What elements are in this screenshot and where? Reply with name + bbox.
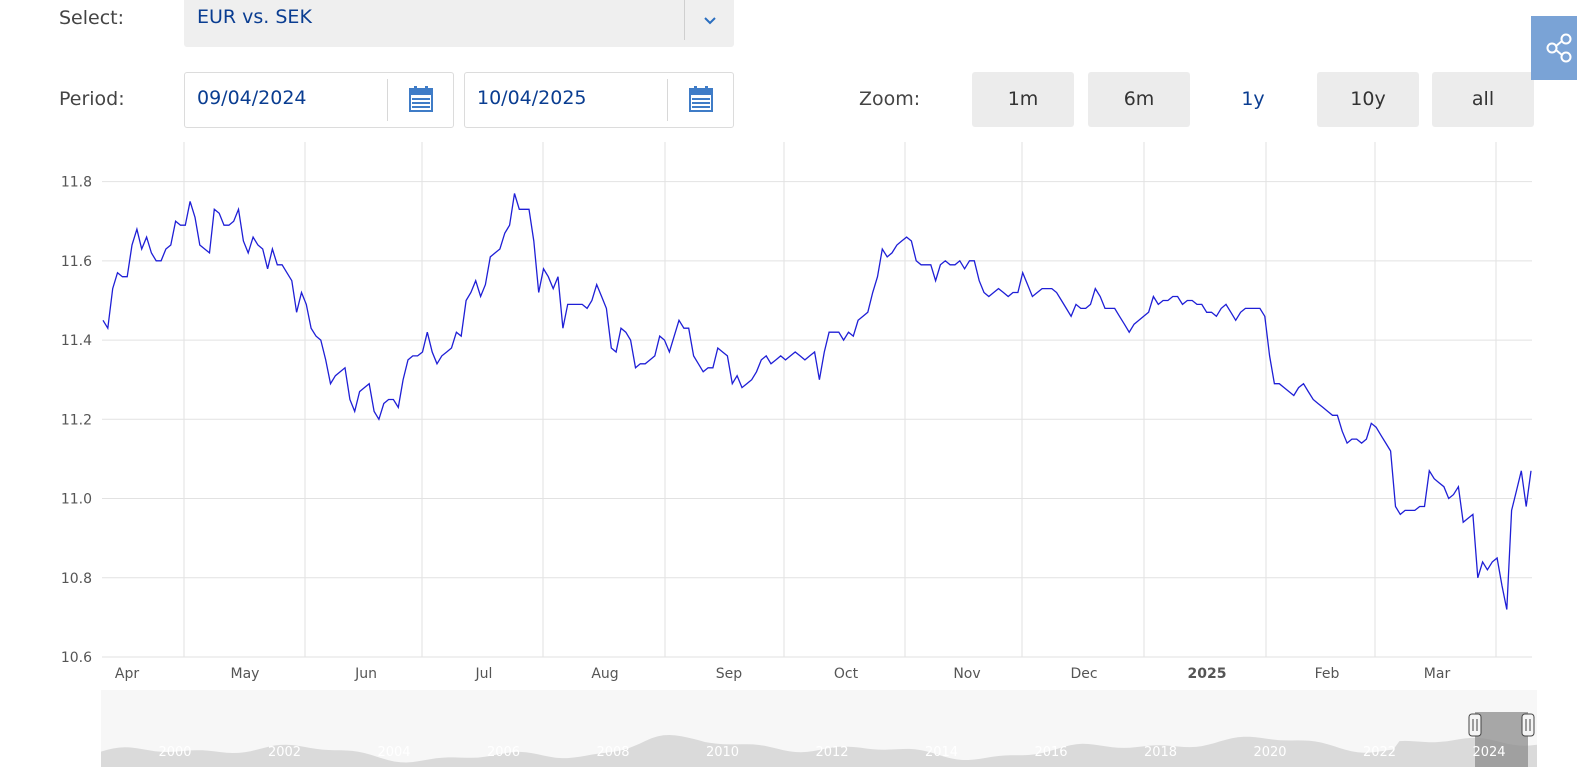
currency-pair-select[interactable]: EUR vs. SEK [184, 0, 734, 47]
date-divider [387, 79, 388, 121]
navigator-handle-right[interactable] [1521, 713, 1535, 737]
select-value: EUR vs. SEK [197, 6, 312, 28]
x-tick-label: 2025 [1188, 666, 1227, 682]
navigator-year-label: 2008 [596, 745, 629, 760]
period-to-input[interactable] [477, 87, 657, 109]
navigator-year-label: 2016 [1034, 745, 1067, 760]
navigator-year-label: 2014 [925, 745, 958, 760]
y-axis-labels: 10.6 10.8 11.0 11.2 11.4 11.6 11.8 [61, 175, 92, 666]
navigator-year-label: 2018 [1144, 745, 1177, 760]
y-tick-label: 11.2 [61, 412, 92, 428]
period-to-field[interactable] [464, 72, 734, 128]
zoom-6m-button[interactable]: 6m [1088, 72, 1190, 127]
x-tick-label: Oct [834, 666, 859, 682]
series-line [102, 193, 1532, 610]
navigator-year-label: 2006 [487, 745, 520, 760]
x-tick-label: Jun [354, 666, 377, 682]
period-from-field[interactable] [184, 72, 454, 128]
y-tick-label: 10.6 [61, 650, 92, 666]
share-button[interactable] [1531, 16, 1577, 80]
navigator-year-label: 2010 [706, 745, 739, 760]
navigator[interactable]: 2000 2002 2004 2006 2008 2010 2012 2014 2016 2018… [101, 690, 1537, 767]
zoom-1m-button[interactable]: 1m [972, 72, 1074, 127]
y-tick-label: 11.8 [61, 175, 92, 191]
navigator-handle-left[interactable] [1468, 713, 1482, 737]
navigator-area [101, 735, 1537, 767]
x-tick-label: Jul [475, 666, 493, 682]
navigator-year-label: 2020 [1253, 745, 1286, 760]
x-tick-label: Nov [953, 666, 980, 682]
chevron-down-icon[interactable] [700, 10, 720, 30]
x-tick-label: Aug [591, 666, 618, 682]
navigator-year-label: 2012 [815, 745, 848, 760]
horizontal-gridlines [102, 181, 1532, 658]
navigator-labels: 2000 2002 2004 2006 2008 2010 2012 2014 2016 2018… [158, 745, 1505, 760]
zoom-10y-button[interactable]: 10y [1317, 72, 1419, 127]
vertical-gridlines [183, 142, 1497, 657]
zoom-label: Zoom: [859, 88, 921, 110]
y-tick-label: 10.8 [61, 571, 92, 587]
calendar-icon[interactable] [408, 86, 434, 113]
x-tick-label: Dec [1070, 666, 1097, 682]
navigator-year-label: 2000 [158, 745, 191, 760]
navigator-year-label: 2002 [268, 745, 301, 760]
y-tick-label: 11.4 [61, 333, 92, 349]
x-tick-label: Mar [1424, 666, 1451, 682]
zoom-all-button[interactable]: all [1432, 72, 1534, 127]
period-label: Period: [59, 88, 125, 110]
select-divider [684, 0, 685, 40]
x-tick-label: May [231, 666, 260, 682]
y-tick-label: 11.6 [61, 254, 92, 270]
x-tick-label: Apr [115, 666, 139, 682]
zoom-1y-button[interactable]: 1y [1241, 88, 1265, 110]
date-divider [667, 79, 668, 121]
share-icon [1531, 33, 1577, 84]
y-tick-label: 11.0 [61, 492, 92, 508]
x-tick-label: Feb [1315, 666, 1340, 682]
x-tick-label: Sep [716, 666, 743, 682]
navigator-year-label: 2022 [1363, 745, 1396, 760]
select-label: Select: [59, 7, 125, 29]
calendar-icon[interactable] [688, 86, 714, 113]
navigator-year-label: 2004 [377, 745, 410, 760]
navigator-year-label: 2024 [1472, 745, 1505, 760]
exchange-rate-chart[interactable]: 10.6 10.8 11.0 11.2 11.4 11.6 11.8 Apr May Jun Ju… [0, 0, 1577, 690]
period-from-input[interactable] [197, 87, 377, 109]
navigator-selection [1475, 712, 1528, 767]
x-axis-labels: Apr May Jun Jul Aug Sep Oct Nov Dec 2025 Feb Mar [115, 666, 1451, 682]
